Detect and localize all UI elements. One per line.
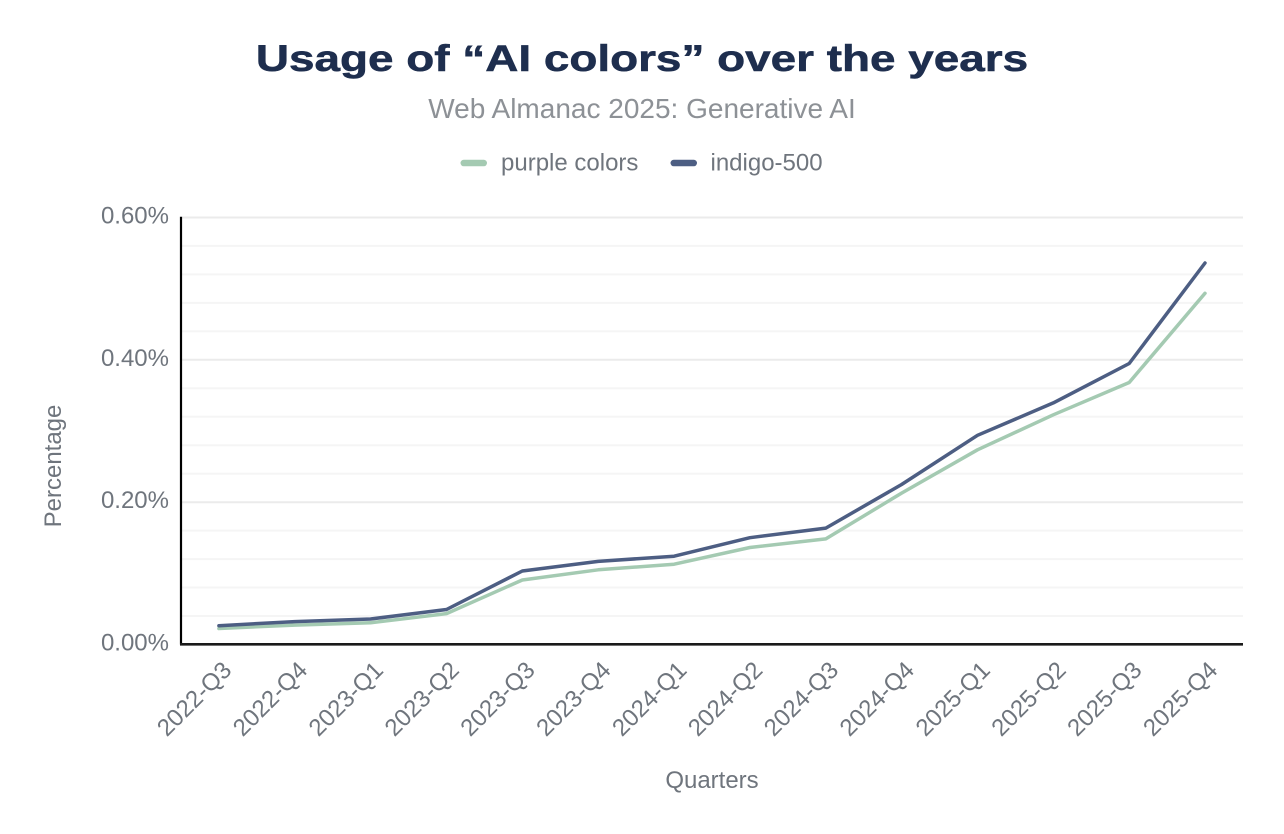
- svg-text:purple colors: purple colors: [501, 150, 638, 177]
- svg-text:0.60%: 0.60%: [101, 203, 169, 230]
- svg-text:Usage of “AI colors” over the: Usage of “AI colors” over the years: [256, 37, 1028, 79]
- svg-text:Quarters: Quarters: [665, 767, 758, 794]
- svg-text:0.00%: 0.00%: [101, 630, 169, 657]
- svg-text:Web Almanac 2025: Generative A: Web Almanac 2025: Generative AI: [428, 93, 856, 124]
- svg-text:0.40%: 0.40%: [101, 345, 169, 372]
- svg-text:indigo-500: indigo-500: [711, 150, 823, 177]
- svg-text:Percentage: Percentage: [40, 405, 67, 528]
- svg-text:0.20%: 0.20%: [101, 487, 169, 514]
